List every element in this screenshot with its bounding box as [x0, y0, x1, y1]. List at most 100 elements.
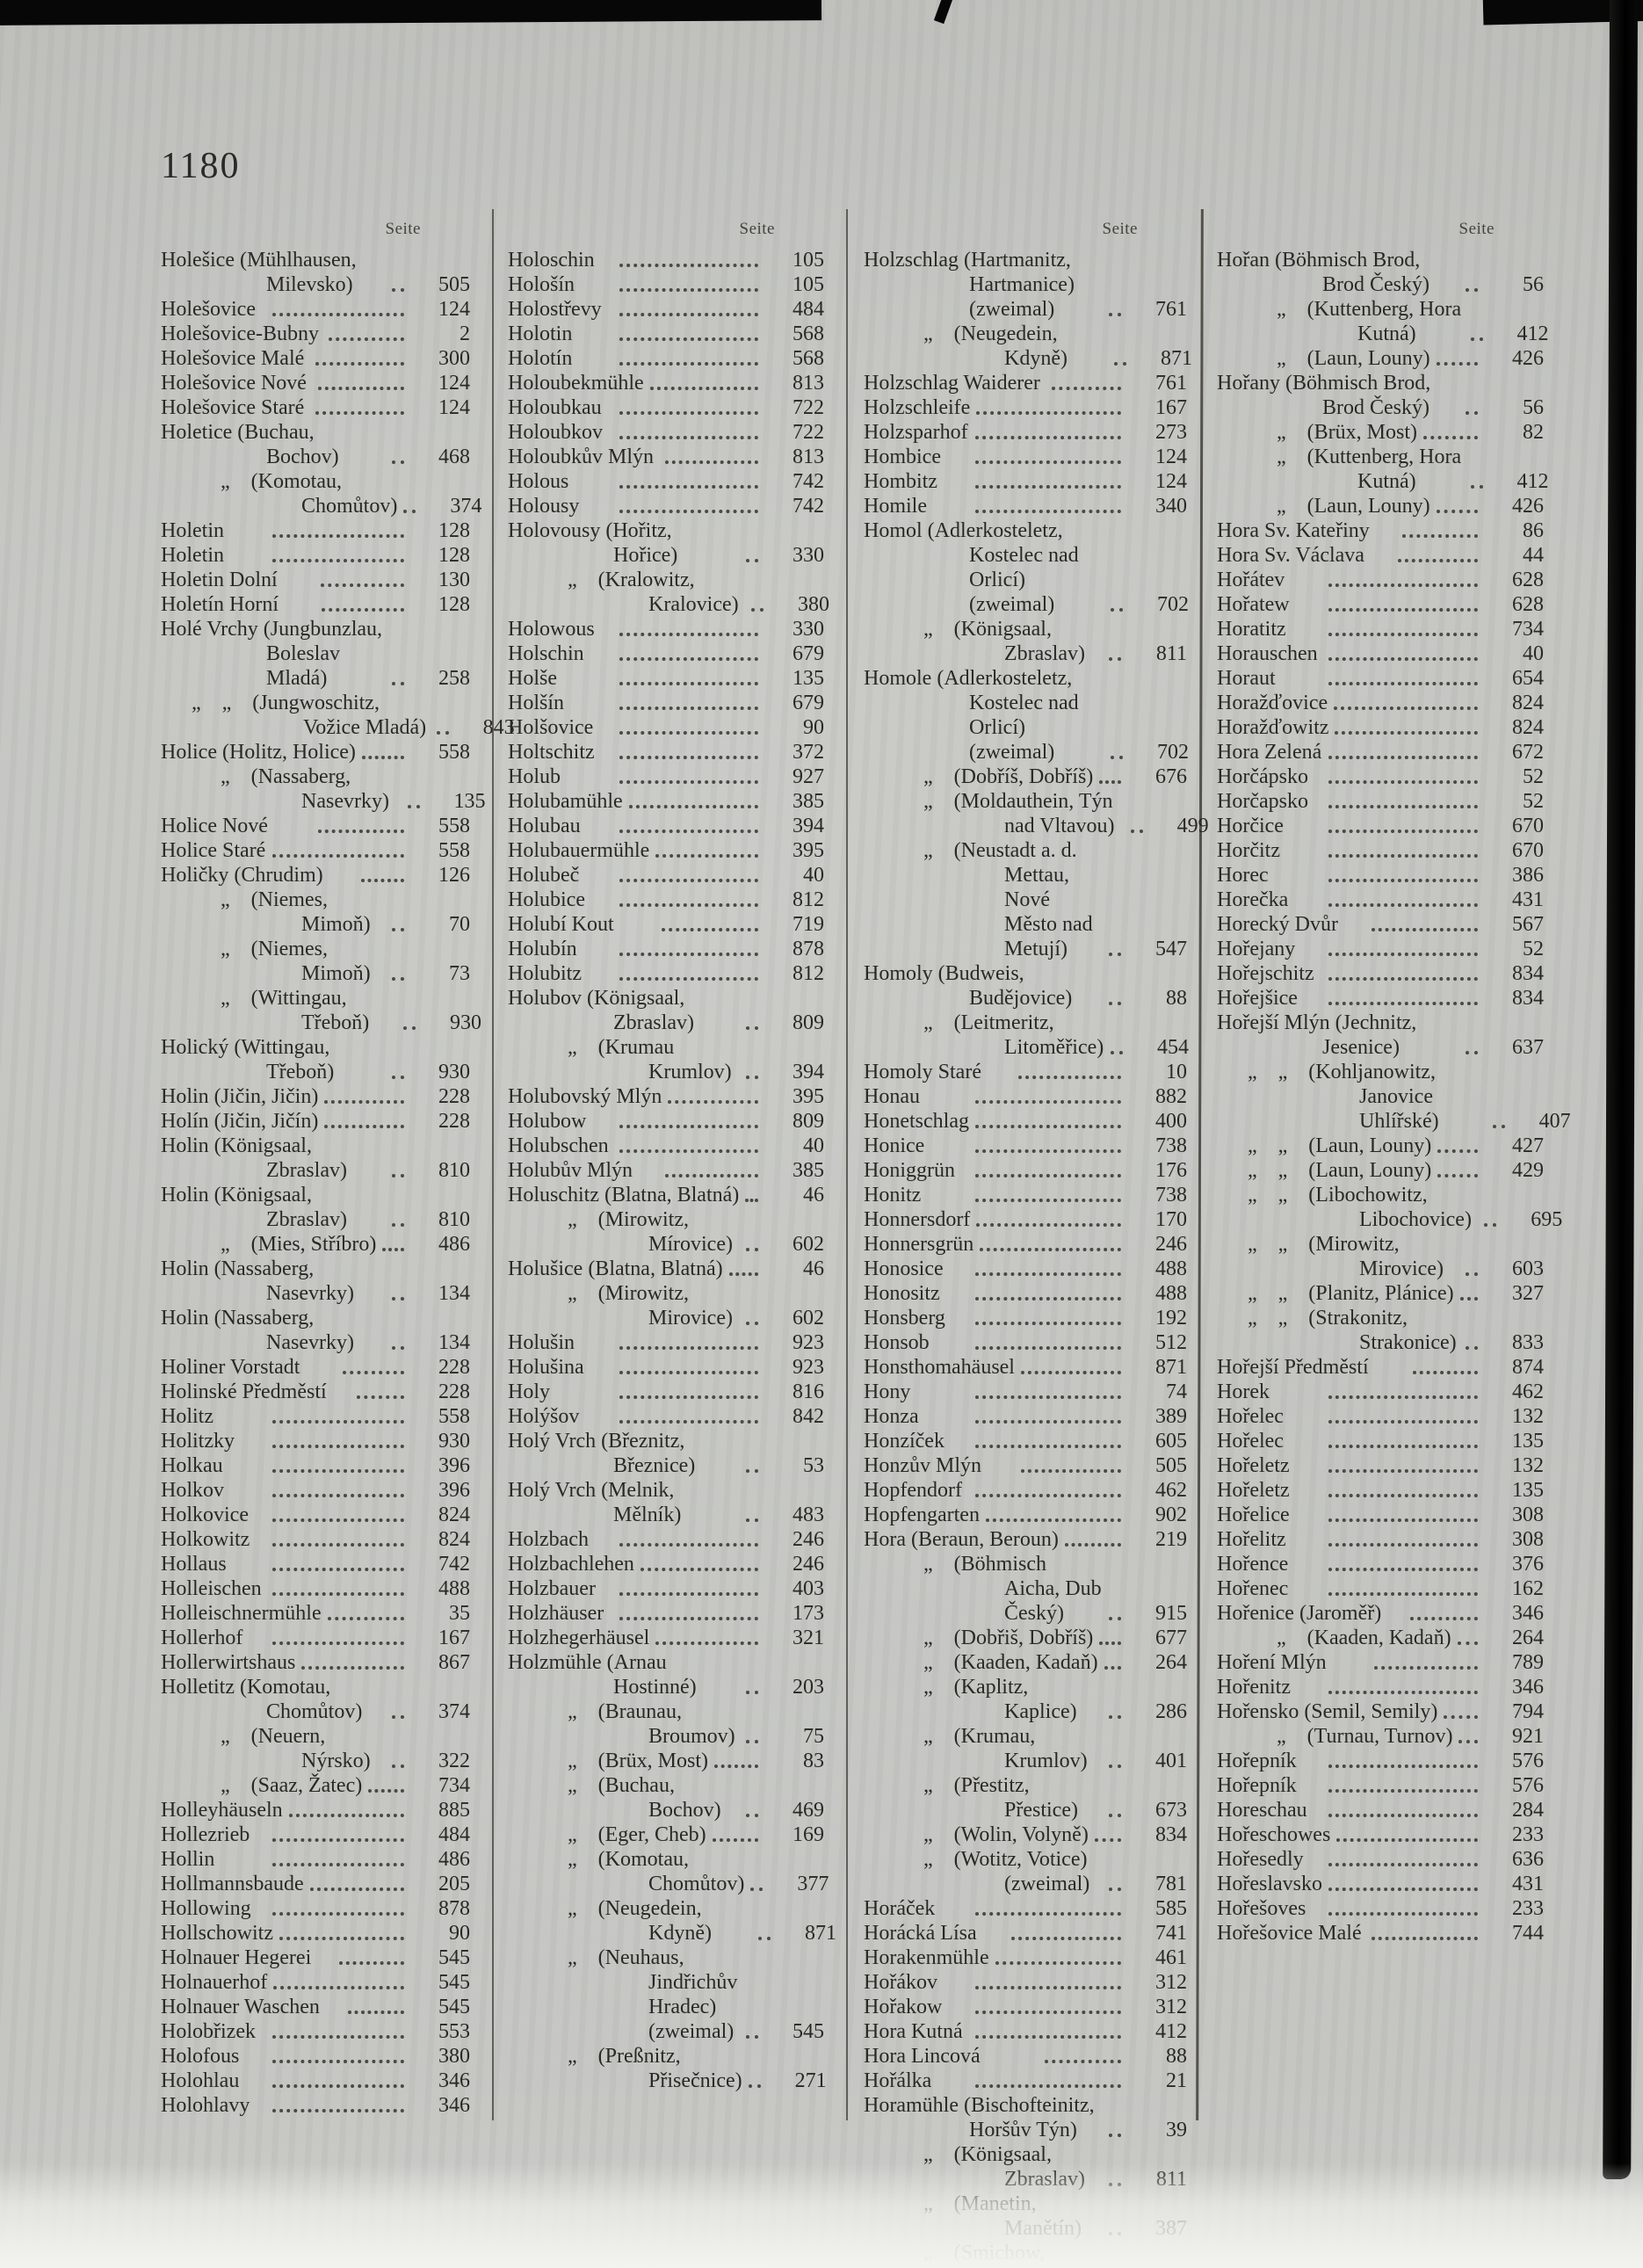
entry-page-number: 461	[1155, 1946, 1187, 1969]
entry-name: Honnersdorf	[864, 1208, 971, 1231]
entry-page-number: 82	[1523, 421, 1544, 444]
index-entry: Honsob 512	[864, 1330, 1187, 1355]
index-entry: Horažďowitz 824	[1217, 715, 1544, 740]
dot-leader	[975, 1297, 1121, 1301]
entry-name: „ (Niemes, Mimoň)	[221, 938, 371, 985]
entry-page-number: 128	[438, 593, 470, 616]
scan-artifact-top-band	[0, 0, 822, 25]
entry-page-number: 602	[793, 1307, 824, 1330]
entry-list: Holešice (Mühlhausen, Milevsko) 505 Holešo…	[161, 220, 515, 2118]
entry-name: Horek	[1217, 1380, 1270, 1403]
column-header-seite: Seite	[385, 220, 421, 238]
entry-name: Horečka	[1217, 888, 1289, 911]
entry-name: Holubamühle	[508, 790, 623, 813]
index-entry: Hořešoves 233	[1217, 1896, 1544, 1921]
dot-leader	[619, 1420, 758, 1424]
dot-leader	[619, 436, 758, 439]
entry-page-number: 219	[1155, 1528, 1187, 1551]
dot-leader	[273, 1986, 404, 1989]
entry-name: Holleyhäuseln	[161, 1799, 283, 1822]
entry-page-number: 192	[1155, 1307, 1187, 1330]
entry-name: Holešovice	[161, 298, 256, 321]
entry-page-number: 921	[1512, 1725, 1544, 1748]
entry-page-number: 719	[793, 913, 824, 936]
index-entry: Holoubkov 722	[508, 420, 824, 445]
entry-page-number: 88	[1166, 2045, 1187, 2068]
entry-page-number: 878	[438, 1897, 470, 1920]
entry-page-number: 545	[793, 2020, 824, 2043]
dot-leader	[1109, 1814, 1121, 1817]
index-entry: Hora (Beraun, Beroun) 219	[864, 1527, 1187, 1552]
dot-leader	[975, 1346, 1121, 1350]
entry-page-number: 88	[1166, 987, 1187, 1010]
dot-leader	[1109, 1715, 1121, 1719]
entry-name: Holý Vrch (Melnik, Mělník)	[508, 1479, 682, 1526]
entry-name: Holubovský Mlýn	[508, 1085, 662, 1108]
index-entry: Holin (Königsaal, Zbraslav) 810	[161, 1134, 470, 1183]
entry-page-number: 233	[1512, 1897, 1544, 1920]
entry-page-number: 386	[1512, 864, 1544, 887]
entry-name: Hořensko (Semil, Semily)	[1217, 1700, 1438, 1723]
dot-leader	[1466, 1051, 1478, 1054]
entry-page-number: 702	[1156, 741, 1189, 764]
entry-page-number: 568	[793, 347, 824, 370]
dot-leader	[1437, 1174, 1478, 1177]
index-entry: Honza 389	[864, 1404, 1187, 1429]
entry-name: Honosice	[864, 1257, 944, 1280]
entry-name: Holuschitz (Blatna, Blatná)	[508, 1184, 740, 1206]
entry-name: Holovousy (Hořitz, Hořice)	[508, 519, 678, 567]
entry-name: Holkovice	[161, 1504, 249, 1526]
index-entry: „ (Neustadt a. d. Mettau, Nové Město nad…	[864, 838, 1187, 961]
entry-name: Holohlavy	[161, 2094, 250, 2117]
entry-name: „ (Neugedein, Kdyně)	[568, 1897, 712, 1945]
entry-page-number: 462	[1512, 1380, 1544, 1403]
index-entry: „ (Wotitz, Votice) (zweimal) 781	[864, 1847, 1187, 1896]
dot-leader	[1109, 953, 1121, 956]
dot-leader	[619, 362, 758, 366]
entry-name: Hološín	[508, 273, 575, 296]
entry-name: „ (Mirowitz, Mirovice)	[568, 1282, 733, 1330]
entry-page-number: 412	[1516, 322, 1549, 345]
dot-leader	[301, 1666, 404, 1670]
entry-name: Honsberg	[864, 1307, 945, 1330]
index-entry: „ (Dobřiš, Dobříš) 677	[864, 1626, 1187, 1650]
entry-page-number: 385	[793, 1159, 824, 1182]
index-entry: Holoubekmühle 813	[508, 371, 824, 395]
entry-name: Hořejší Mlýn (Jechnitz, Jesenice)	[1217, 1011, 1417, 1059]
entry-page-number: 73	[449, 962, 470, 985]
entry-page-number: 284	[1512, 1799, 1544, 1822]
entry-name: „ „ (Jungwoschitz, Vožice Mladá)	[192, 692, 427, 739]
dot-leader	[1328, 903, 1478, 907]
dot-leader	[1328, 1002, 1478, 1005]
index-entry: Holkau 396	[161, 1453, 470, 1478]
index-entry: Horčápsko 52	[1217, 764, 1544, 789]
entry-name: „ (Neustadt a. d. Mettau, Nové Město nad…	[923, 839, 1093, 960]
entry-name: Hollmannsbaude	[161, 1873, 304, 1895]
dot-leader	[1018, 1076, 1121, 1079]
entry-name: Holzsparhof	[864, 421, 968, 444]
index-entry: „ (Kaaden, Kadaň) 264	[864, 1650, 1187, 1675]
dot-leader	[348, 2011, 404, 2014]
dot-leader	[746, 1518, 758, 1522]
dot-leader	[272, 1641, 404, 1645]
entry-page-number: 576	[1512, 1774, 1544, 1797]
entry-name: Hora Sv. Kateřiny	[1217, 519, 1370, 542]
dot-leader	[392, 977, 404, 981]
entry-page-number: 322	[438, 1750, 470, 1772]
dot-leader	[1044, 2060, 1121, 2063]
index-entry: Horamühle (Bischofteinitz, Horšův Týn) 39	[864, 2093, 1187, 2142]
entry-page-number: 742	[793, 495, 824, 518]
dot-leader	[403, 510, 416, 513]
dot-leader	[975, 2084, 1121, 2088]
entry-page-number: 312	[1155, 1971, 1187, 1994]
index-entry: Holšín 679	[508, 691, 824, 715]
entry-page-number: 930	[450, 1011, 482, 1034]
index-entry: Hořešovice Malé 744	[1217, 1921, 1544, 1946]
index-entry: Holšovice 90	[508, 715, 824, 740]
entry-name: „ (Dobřiš, Dobříš)	[923, 1627, 1094, 1649]
entry-name: „ (Nassaberg, Nasevrky)	[221, 765, 389, 813]
entry-page-number: 741	[1155, 1922, 1187, 1945]
entry-name: „ (Mirowitz, Mírovice)	[568, 1208, 733, 1256]
dot-leader	[324, 1100, 404, 1104]
index-entry: Holý Vrch (Březnitz, Březnice) 53	[508, 1429, 824, 1478]
